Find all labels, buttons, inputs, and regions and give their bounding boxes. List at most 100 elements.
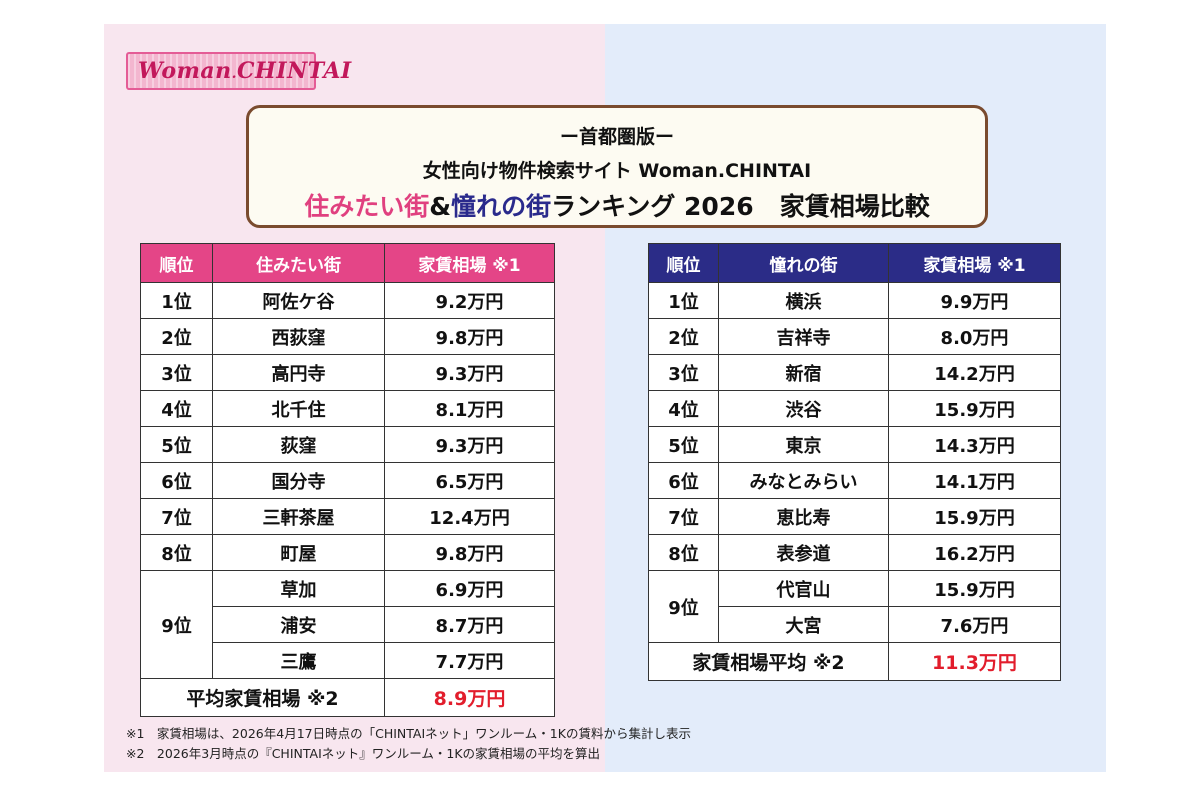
average-value: 11.3万円: [888, 642, 1061, 681]
rent-cell: 14.2万円: [888, 354, 1061, 391]
title-akogare: 憧れの街: [451, 192, 552, 221]
table-row: 6位 みなとみらい 14.1万円: [648, 462, 1061, 499]
table-row: 7位 三軒茶屋 12.4万円: [140, 498, 555, 535]
rank-cell: 8位: [648, 534, 719, 571]
table-row: 浦安 8.7万円: [141, 606, 555, 643]
rent-cell: 9.8万円: [384, 534, 555, 571]
title-sumitai: 住みたい街: [304, 192, 430, 221]
footnote-1: ※1 家賃相場は、2026年4月17日時点の「CHINTAIネット」ワンルーム・…: [126, 726, 691, 741]
title-ampersand: &: [429, 192, 452, 221]
rent-cell: 12.4万円: [384, 498, 555, 535]
title-comparison: 家賃相場比較: [779, 192, 930, 221]
table-row: 4位 北千住 8.1万円: [140, 390, 555, 427]
rent-cell: 9.3万円: [384, 354, 555, 391]
town-cell: 阿佐ケ谷: [212, 282, 385, 319]
average-row: 家賃相場平均 ※2 11.3万円: [648, 642, 1061, 681]
rent-cell: 9.2万円: [384, 282, 555, 319]
rank-cell: 2位: [648, 318, 719, 355]
town-cell: 渋谷: [718, 390, 889, 427]
rent-cell: 6.5万円: [384, 462, 555, 499]
town-cell: 北千住: [212, 390, 385, 427]
rank-cell: 1位: [140, 282, 213, 319]
average-label: 平均家賃相場 ※2: [140, 678, 385, 717]
rent-cell: 8.1万円: [384, 390, 555, 427]
title-ranking: ランキング 2026: [551, 192, 754, 221]
rent-cell: 8.7万円: [384, 606, 555, 643]
average-row: 平均家賃相場 ※2 8.9万円: [140, 678, 555, 717]
table-row: 8位 表参道 16.2万円: [648, 534, 1061, 571]
rank-cell: 6位: [140, 462, 213, 499]
rank-cell: 3位: [648, 354, 719, 391]
akogare-ranking-table: 順位 憧れの街 家賃相場 ※1 1位 横浜 9.9万円 2位 吉祥寺 8.0万円 3位新…: [648, 243, 1061, 681]
town-cell: 高円寺: [212, 354, 385, 391]
table-row: 大宮 7.6万円: [649, 606, 1061, 643]
town-cell: みなとみらい: [718, 462, 889, 499]
logo-text: Woman.CHINTAI: [138, 58, 352, 84]
title-site: 女性向け物件検索サイト Woman.CHINTAI: [422, 160, 812, 182]
rank-cell: 7位: [648, 498, 719, 535]
title-box: ー首都圏版ー 女性向け物件検索サイト Woman.CHINTAI 住みたい街&憧…: [246, 105, 988, 228]
rent-cell: 14.1万円: [888, 462, 1061, 499]
infographic-canvas: Woman.CHINTAI ー首都圏版ー 女性向け物件検索サイト Woman.C…: [104, 24, 1106, 772]
header-rent: 家賃相場 ※1: [888, 243, 1061, 283]
table-row: 1位 阿佐ケ谷 9.2万円: [140, 282, 555, 319]
table-row: 1位 横浜 9.9万円: [648, 282, 1061, 319]
header-rent: 家賃相場 ※1: [384, 243, 555, 283]
rank-cell: 5位: [648, 426, 719, 463]
table-row: 7位 恵比寿 15.9万円: [648, 498, 1061, 535]
rank-cell: 3位: [140, 354, 213, 391]
title-region: ー首都圏版ー: [559, 126, 674, 148]
sumitai-ranking-table: 順位 住みたい街 家賃相場 ※1 1位 阿佐ケ谷 9.2万円 2位 西荻窪 9.8万円 …: [140, 243, 555, 717]
town-cell: 恵比寿: [718, 498, 889, 535]
town-cell: 大宮: [718, 606, 889, 643]
town-cell: 国分寺: [212, 462, 385, 499]
town-cell: 草加: [212, 570, 385, 607]
rank-cell: 7位: [140, 498, 213, 535]
woman-chintai-logo: Woman.CHINTAI: [126, 52, 351, 90]
table-row: 三鷹 7.7万円: [141, 642, 555, 679]
town-cell: 三鷹: [212, 642, 385, 679]
rank-cell: 8位: [140, 534, 213, 571]
rent-cell: 9.8万円: [384, 318, 555, 355]
table-header-row: 順位 住みたい街 家賃相場 ※1: [140, 243, 555, 283]
rank-cell: 5位: [140, 426, 213, 463]
town-cell: 町屋: [212, 534, 385, 571]
rank-cell-tie: 9位: [648, 570, 719, 643]
rent-cell: 8.0万円: [888, 318, 1061, 355]
town-cell: 吉祥寺: [718, 318, 889, 355]
table-row: 6位 国分寺 6.5万円: [140, 462, 555, 499]
rank-cell: 4位: [648, 390, 719, 427]
table-row: 3位 新宿 14.2万円: [648, 354, 1061, 391]
town-cell: 浦安: [212, 606, 385, 643]
table-row: 5位 東京 14.3万円: [648, 426, 1061, 463]
town-cell: 表参道: [718, 534, 889, 571]
rank-cell: 6位: [648, 462, 719, 499]
town-cell: 東京: [718, 426, 889, 463]
town-cell: 荻窪: [212, 426, 385, 463]
header-rank: 順位: [140, 243, 213, 283]
rent-cell: 9.3万円: [384, 426, 555, 463]
header-rank: 順位: [648, 243, 719, 283]
town-cell: 三軒茶屋: [212, 498, 385, 535]
rent-cell: 15.9万円: [888, 498, 1061, 535]
footnote-2: ※2 2026年3月時点の『CHINTAIネット』ワンルーム・1Kの家賃相場の平…: [126, 746, 601, 761]
town-cell: 西荻窪: [212, 318, 385, 355]
table-row: 4位 渋谷 15.9万円: [648, 390, 1061, 427]
table-row: 5位 荻窪 9.3万円: [140, 426, 555, 463]
rent-cell: 16.2万円: [888, 534, 1061, 571]
town-cell: 新宿: [718, 354, 889, 391]
rent-cell: 7.6万円: [888, 606, 1061, 643]
title-main: 住みたい街&憧れの街ランキング 2026 家賃相場比較: [249, 187, 985, 223]
rent-cell: 15.9万円: [888, 390, 1061, 427]
town-cell: 代官山: [718, 570, 889, 607]
average-label: 家賃相場平均 ※2: [648, 642, 889, 681]
rent-cell: 6.9万円: [384, 570, 555, 607]
rank-cell: 1位: [648, 282, 719, 319]
table-row: 9位 草加 6.9万円: [140, 570, 555, 679]
rent-cell: 15.9万円: [888, 570, 1061, 607]
table-row: 9位 代官山 15.9万円: [648, 570, 1061, 643]
rank-cell-tie: 9位: [140, 570, 213, 679]
table-row: 3位 高円寺 9.3万円: [140, 354, 555, 391]
rent-cell: 14.3万円: [888, 426, 1061, 463]
table-row: 2位 吉祥寺 8.0万円: [648, 318, 1061, 355]
